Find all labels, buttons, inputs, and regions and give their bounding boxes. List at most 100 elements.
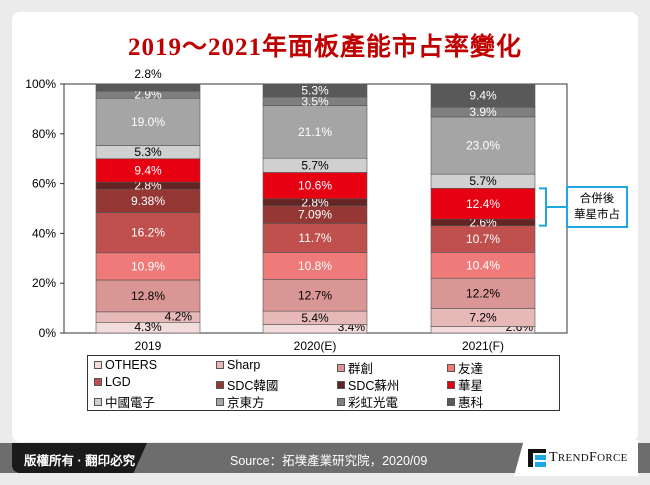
bar-segment (430, 225, 536, 253)
data-label: 23.0% (466, 139, 500, 153)
legend-item: SDC韓國 (216, 375, 278, 394)
legend-label: SDC蘇州 (348, 379, 400, 393)
legend-swatch (447, 380, 455, 389)
x-tick-label: 2020(E) (294, 339, 337, 353)
data-label: 12.4% (466, 197, 500, 211)
copyright-text: 版權所有 · 翻印必究 (12, 443, 147, 473)
bar-segment (95, 212, 201, 254)
legend-label: 友達 (458, 362, 484, 376)
y-tick-label: 100% (25, 77, 56, 91)
legend-item: 群創 (337, 358, 373, 377)
legend-swatch (94, 378, 102, 386)
x-tick-label: 2021(F) (462, 339, 504, 353)
bar-segment (95, 252, 201, 281)
bar-segment (262, 252, 368, 280)
legend-swatch (94, 361, 102, 369)
data-label: 9.38% (131, 194, 165, 208)
data-label: 3.5% (301, 94, 329, 108)
annotation-bracket (539, 187, 566, 227)
bar-segment (95, 279, 201, 313)
bar-segment (262, 279, 368, 312)
legend-item: SDC蘇州 (337, 375, 399, 394)
data-label: 10.7% (466, 232, 500, 246)
legend-label: 京東方 (227, 396, 265, 410)
data-label: 9.4% (134, 163, 162, 177)
data-label: 9.4% (469, 88, 497, 102)
data-label: 5.3% (301, 83, 329, 97)
legend-swatch (337, 380, 345, 389)
y-tick-label: 20% (32, 276, 56, 290)
bar-segment (430, 277, 536, 309)
data-label: 4.2% (165, 309, 193, 323)
legend-swatch (337, 397, 345, 406)
bar-segment (262, 223, 368, 253)
legend-swatch (216, 380, 224, 389)
data-label: 10.6% (298, 179, 332, 193)
bar-segment (262, 83, 368, 98)
legend: OTHERS Sharp 群創 友達 LGD SDC韓國 SDC蘇州 華星中國電子 京東方 彩虹光… (87, 355, 560, 411)
data-label: 11.7% (298, 231, 331, 245)
y-tick-label: 40% (32, 226, 56, 240)
chart-title: 2019～2021年面板產能市占率變化 (127, 34, 522, 61)
trendforce-logo-icon (528, 449, 546, 467)
bar-segment (262, 105, 368, 159)
annotation-line: 合併後 (579, 193, 615, 205)
bar-segment (430, 116, 536, 175)
legend-item: Sharp (216, 358, 260, 372)
data-label: 7.2% (469, 311, 497, 325)
data-label: 21.1% (298, 125, 332, 139)
legend-swatch (447, 363, 455, 372)
data-label: 3.9% (469, 105, 497, 119)
y-tick-label: 80% (32, 127, 56, 141)
legend-swatch (216, 397, 224, 406)
legend-label: 中國電子 (105, 396, 156, 410)
data-label: 12.7% (298, 288, 332, 302)
legend-label: Sharp (227, 358, 261, 372)
legend-item: 彩虹光電 (337, 392, 398, 411)
legend-label: 惠科 (458, 396, 484, 410)
legend-item: 友達 (447, 358, 483, 377)
bar-segment (430, 252, 536, 279)
legend-label: SDC韓國 (227, 379, 279, 393)
data-label: 10.9% (131, 259, 165, 273)
legend-item: 京東方 (216, 392, 265, 411)
legend-swatch (447, 397, 455, 406)
data-label: 7.09% (298, 208, 332, 222)
data-label: 2.8% (134, 67, 162, 81)
bar-segment (262, 172, 368, 200)
legend-label: 華星 (458, 379, 484, 393)
legend-label: 彩虹光電 (348, 396, 399, 410)
legend-label: LGD (105, 375, 131, 389)
data-label: 5.7% (469, 174, 497, 188)
data-label: 5.4% (301, 311, 329, 325)
data-label: 12.8% (131, 289, 165, 303)
data-label: 5.7% (301, 158, 329, 172)
legend-item: 惠科 (447, 392, 483, 411)
x-tick-label: 2019 (135, 339, 162, 353)
data-label: 5.3% (134, 145, 162, 159)
data-label: 12.2% (466, 286, 500, 300)
legend-item: OTHERS (94, 358, 157, 372)
legend-item: 華星 (447, 375, 483, 394)
trendforce-logo: TRENDFORCE (514, 440, 638, 476)
y-tick-label: 60% (32, 177, 56, 191)
legend-swatch (94, 397, 102, 406)
legend-label: 群創 (348, 362, 374, 376)
legend-item: 中國電子 (94, 392, 155, 411)
data-label: 16.2% (131, 226, 165, 240)
stacked-bar-chart: 0% 20% 40% 60% 80% 100% 2019 4.3%4.2%12.8% 10.9%… (25, 67, 568, 353)
annotation-box: 合併後 華星市占 (566, 186, 628, 228)
legend-item: LGD (94, 375, 131, 389)
legend-swatch (337, 363, 345, 372)
legend-swatch (216, 361, 224, 369)
bar-segment (430, 83, 536, 108)
data-label: 19.0% (131, 115, 165, 129)
data-label: 10.8% (298, 259, 332, 273)
source-text: Source：拓墣產業研究院，2020/09 (230, 454, 428, 468)
bar-segment (95, 97, 201, 146)
data-label: 4.3% (134, 320, 162, 334)
y-tick-label: 0% (39, 326, 57, 340)
data-label: 10.4% (466, 258, 500, 272)
bar-segment (95, 83, 201, 92)
legend-label: OTHERS (105, 358, 158, 372)
